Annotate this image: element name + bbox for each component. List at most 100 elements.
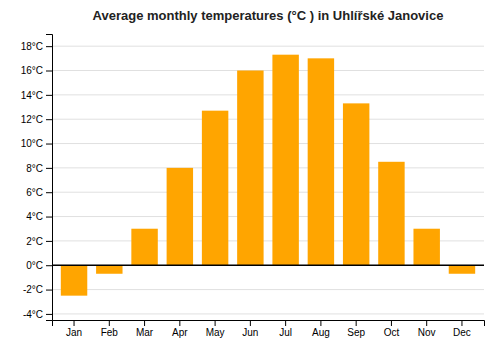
tick-label: Apr xyxy=(172,327,188,338)
bar xyxy=(96,265,122,274)
tick: Apr xyxy=(172,320,188,338)
title: Average monthly temperatures (°C ) in Uh… xyxy=(93,8,444,23)
tick-label: 18°C xyxy=(21,41,43,52)
tick-mark xyxy=(46,192,52,193)
tick-label: Jul xyxy=(279,327,292,338)
grid-line xyxy=(52,94,484,95)
tick-label: 16°C xyxy=(21,65,43,76)
bar xyxy=(61,265,87,295)
tick: Feb xyxy=(101,320,119,338)
x-axis: Jan Feb Mar Apr May Jun Jul Aug Sep Oct Nov Dec xyxy=(53,320,485,338)
y-axis: -4°C -2°C 0°C 2°C 4°C 6°C 8°C 10°C 12°C 14°C 16°C 1… xyxy=(21,35,53,321)
tick-label: Jan xyxy=(66,327,82,338)
tick-label: Mar xyxy=(136,327,154,338)
tick-mark xyxy=(250,320,251,326)
tick-mark xyxy=(461,320,462,326)
tick-mark xyxy=(179,320,180,326)
axis-line xyxy=(46,35,53,321)
tick-mark xyxy=(46,290,52,291)
tick-mark xyxy=(391,320,392,326)
tick-label: 0°C xyxy=(26,260,43,271)
tick-label: 14°C xyxy=(21,90,43,101)
tick-label: 4°C xyxy=(26,211,43,222)
zero-line xyxy=(52,264,484,266)
bar xyxy=(131,229,157,266)
grid-line xyxy=(52,119,484,120)
tick-mark xyxy=(46,144,52,145)
tick-mark xyxy=(320,320,321,326)
tick-mark xyxy=(215,320,216,326)
grid-line xyxy=(52,167,484,168)
tick-mark xyxy=(46,265,52,266)
tick-mark xyxy=(46,119,52,120)
tick-mark xyxy=(426,320,427,326)
tick: 8°C xyxy=(26,163,52,174)
tick: 2°C xyxy=(26,236,52,247)
tick: -2°C xyxy=(23,284,52,295)
tick-mark xyxy=(46,71,52,72)
tick-mark xyxy=(144,320,145,326)
tick-mark xyxy=(109,320,110,326)
grid-line xyxy=(52,192,484,193)
tick-label: -2°C xyxy=(23,284,43,295)
bar xyxy=(343,103,369,265)
bar xyxy=(272,55,298,266)
chart: -4°C -2°C 0°C 2°C 4°C 6°C 8°C 10°C 12°C 14°C 16°C 1… xyxy=(0,0,500,350)
tick: Sep xyxy=(347,320,365,338)
tick: 10°C xyxy=(21,138,52,149)
tick-label: Oct xyxy=(384,327,400,338)
bar xyxy=(237,71,263,266)
bar xyxy=(167,168,193,265)
bars xyxy=(61,55,475,296)
tick: 0°C xyxy=(26,260,52,271)
tick-mark xyxy=(74,320,75,326)
grid-line xyxy=(52,313,484,314)
bar xyxy=(202,111,228,266)
tick-label: -4°C xyxy=(23,309,43,320)
tick: Nov xyxy=(418,320,436,338)
grid-line xyxy=(52,265,484,266)
tick: Oct xyxy=(384,320,400,338)
tick: Dec xyxy=(453,320,471,338)
tick: Jan xyxy=(66,320,82,338)
grid xyxy=(52,46,484,314)
grid-line xyxy=(52,46,484,47)
tick-label: 2°C xyxy=(26,236,43,247)
grid-line xyxy=(52,70,484,71)
grid-line xyxy=(52,143,484,144)
tick-mark xyxy=(46,95,52,96)
tick: 12°C xyxy=(21,114,52,125)
tick: 4°C xyxy=(26,211,52,222)
bar xyxy=(449,265,475,274)
tick-label: Dec xyxy=(453,327,471,338)
tick: -4°C xyxy=(23,309,52,320)
tick-label: Aug xyxy=(312,327,330,338)
tick-mark xyxy=(46,46,52,47)
tick: 14°C xyxy=(21,90,52,101)
tick-label: Jun xyxy=(242,327,258,338)
tick: Aug xyxy=(312,320,330,338)
tick: Mar xyxy=(136,320,154,338)
tick: 18°C xyxy=(21,41,52,52)
tick-label: 12°C xyxy=(21,114,43,125)
tick: 16°C xyxy=(21,65,52,76)
tick-label: 6°C xyxy=(26,187,43,198)
tick: Jun xyxy=(242,320,258,338)
tick-mark xyxy=(46,241,52,242)
tick-label: Feb xyxy=(101,327,119,338)
tick-label: 8°C xyxy=(26,163,43,174)
tick-mark xyxy=(285,320,286,326)
bar xyxy=(308,58,334,265)
tick: Jul xyxy=(279,320,292,338)
tick-mark xyxy=(356,320,357,326)
tick-mark xyxy=(46,217,52,218)
tick-label: 10°C xyxy=(21,138,43,149)
bar xyxy=(378,162,404,265)
grid-line xyxy=(52,289,484,290)
tick: May xyxy=(206,320,225,338)
plot: -4°C -2°C 0°C 2°C 4°C 6°C 8°C 10°C 12°C 14°C 16°C 1… xyxy=(21,35,485,339)
tick-label: May xyxy=(206,327,225,338)
grid-line xyxy=(52,216,484,217)
axis-line xyxy=(53,321,485,327)
tick-mark xyxy=(46,314,52,315)
